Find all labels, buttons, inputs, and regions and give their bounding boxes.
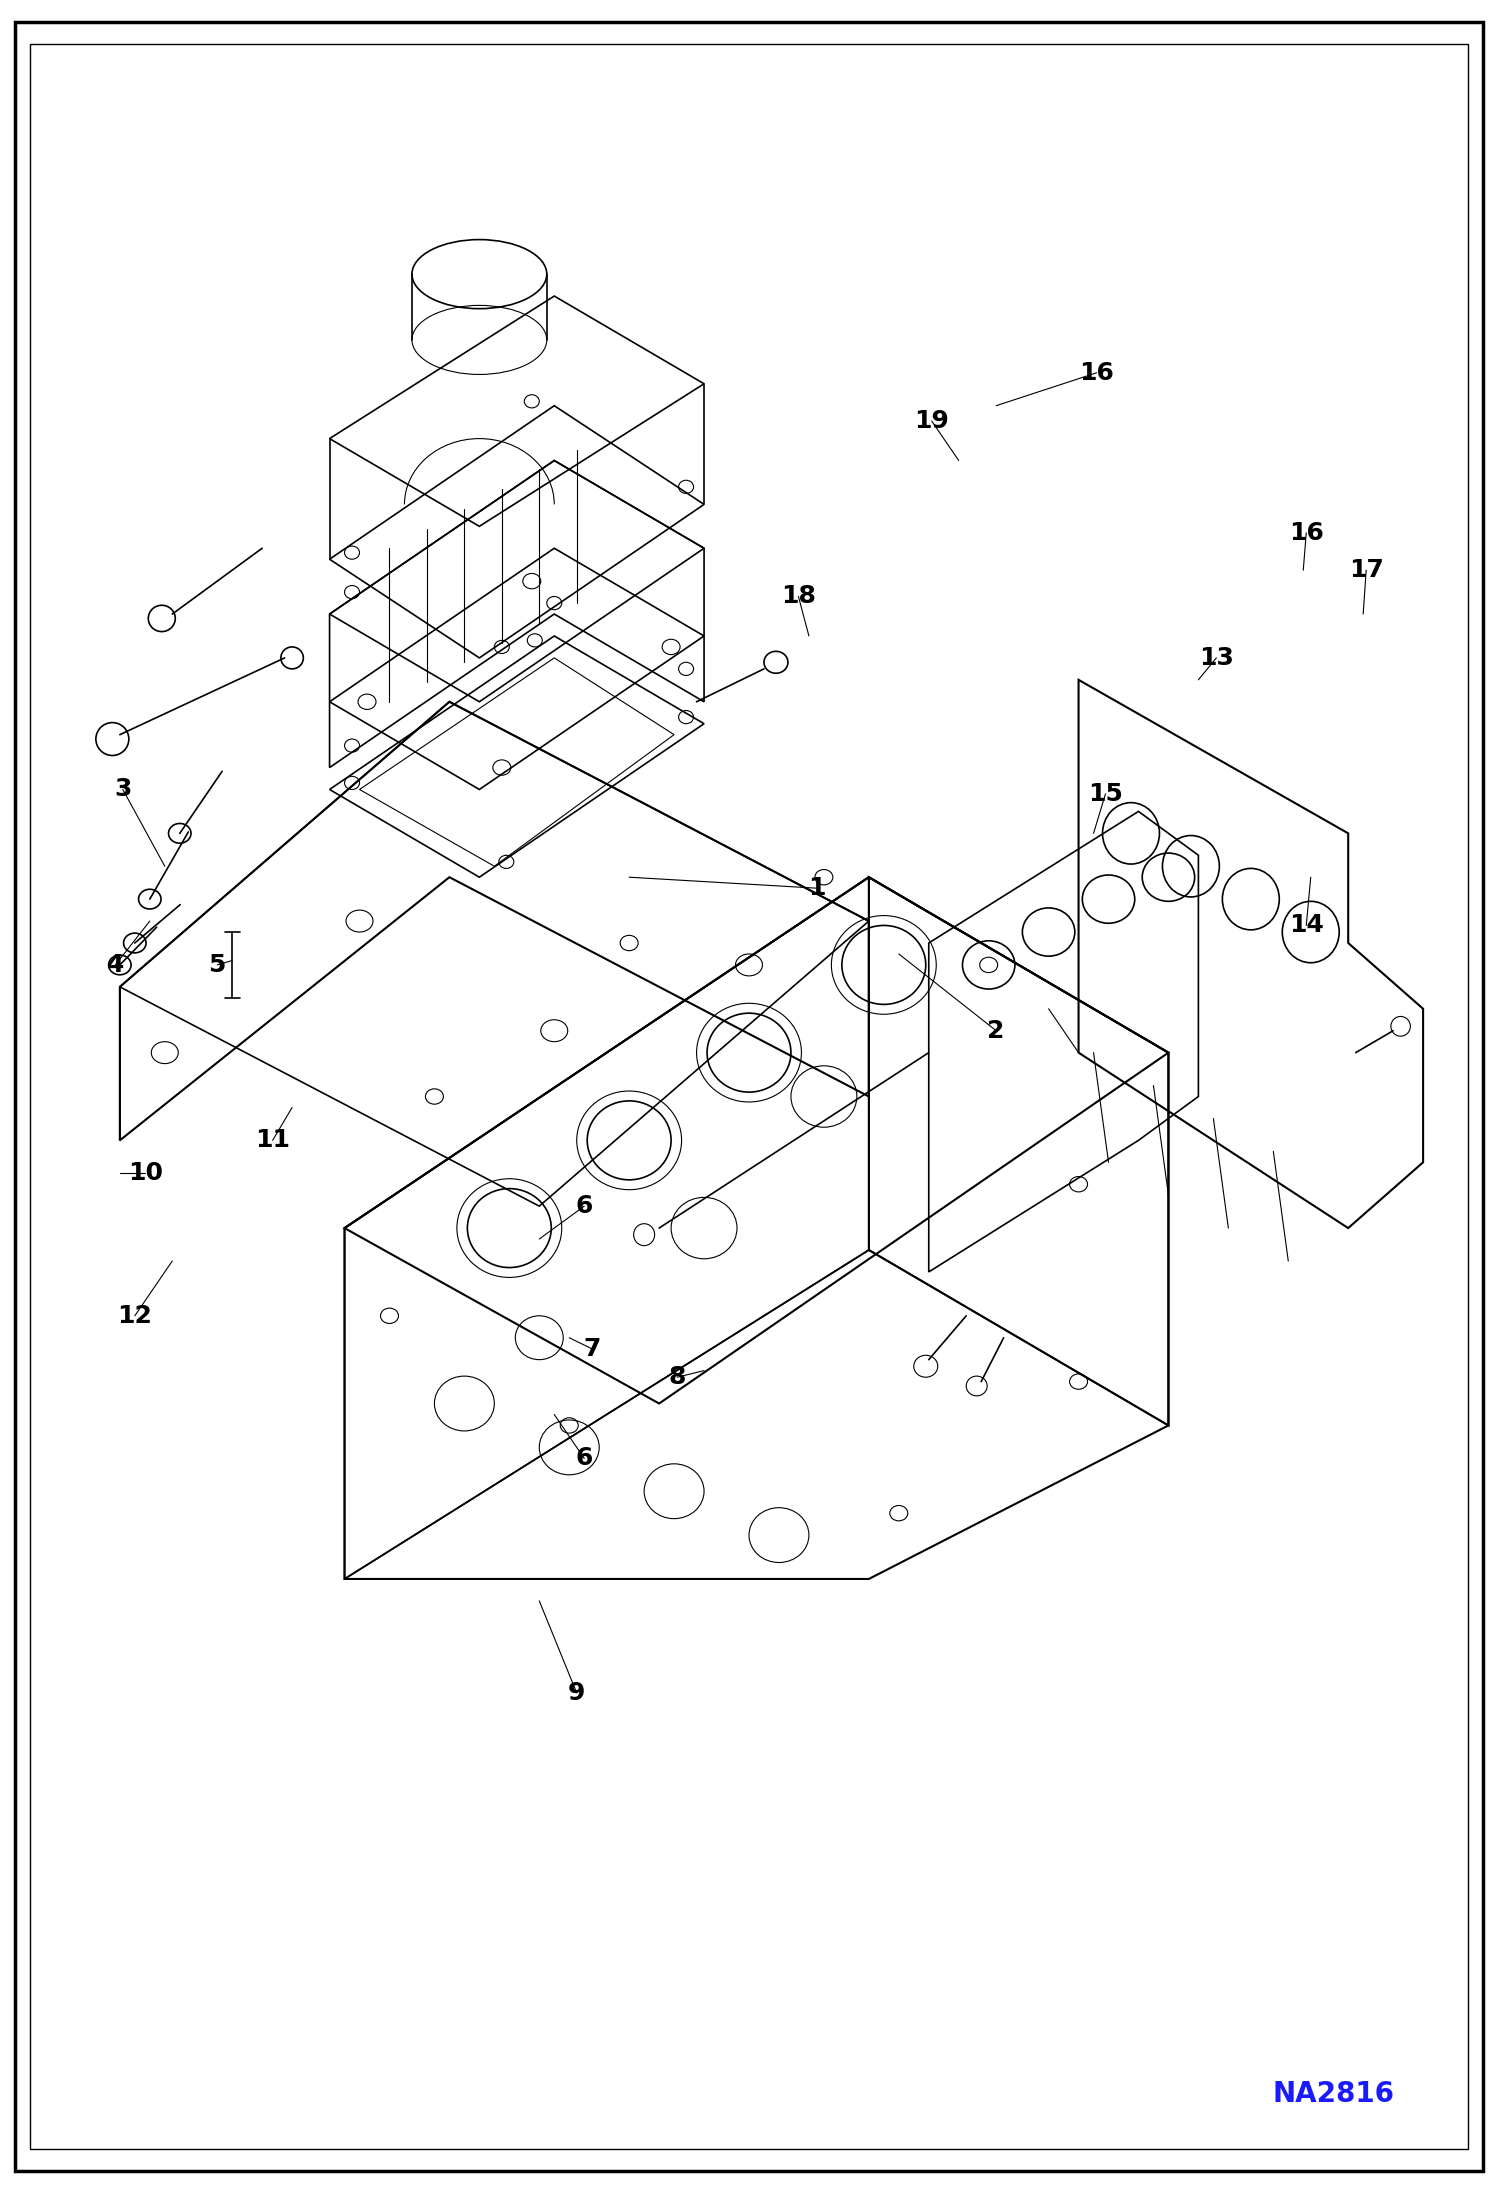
Text: 2: 2	[987, 1020, 1005, 1042]
Text: 13: 13	[1198, 647, 1234, 669]
Text: 9: 9	[568, 1682, 586, 1704]
Text: 3: 3	[114, 779, 132, 800]
Text: 11: 11	[255, 1129, 291, 1151]
Text: NA2816: NA2816	[1272, 2081, 1395, 2107]
Text: 12: 12	[117, 1305, 153, 1327]
Text: 19: 19	[914, 410, 950, 432]
Text: 6: 6	[575, 1447, 593, 1469]
Text: 14: 14	[1288, 914, 1324, 936]
Text: 6: 6	[575, 1195, 593, 1217]
Text: 10: 10	[127, 1162, 163, 1184]
Text: 17: 17	[1348, 559, 1384, 581]
Text: 5: 5	[208, 954, 226, 976]
Text: 8: 8	[668, 1366, 686, 1388]
Text: 7: 7	[583, 1338, 601, 1360]
Text: 1: 1	[807, 877, 825, 899]
Text: 15: 15	[1088, 783, 1124, 805]
Text: 18: 18	[780, 586, 816, 607]
Text: 4: 4	[106, 954, 124, 976]
Text: 16: 16	[1288, 522, 1324, 544]
Text: 16: 16	[1079, 362, 1115, 384]
